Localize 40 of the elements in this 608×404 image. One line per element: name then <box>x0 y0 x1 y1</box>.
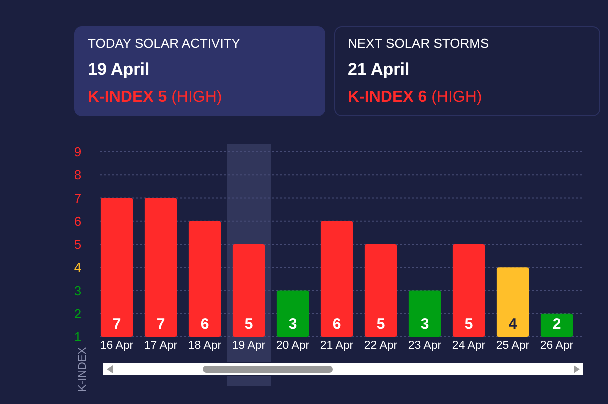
x-tick-label: 16 Apr <box>100 340 134 352</box>
text: 19 April <box>88 60 150 79</box>
text: 21 April <box>348 60 410 79</box>
x-tick-label: 24 Apr <box>452 340 486 352</box>
data-label: 4 <box>508 316 518 333</box>
x-tick-label: 26 Apr <box>540 340 574 352</box>
y-tick-label: 3 <box>74 283 82 298</box>
y-tick-label: 7 <box>74 190 82 206</box>
x-tick-label: 23 Apr <box>408 340 442 352</box>
y-tick-label: 4 <box>74 260 82 276</box>
text: (HIGH) <box>427 89 482 106</box>
text: K-INDEX 6 <box>348 89 428 106</box>
x-tick-label: 18 Apr <box>188 340 222 352</box>
text: NEXT SOLAR STORMS <box>348 36 490 51</box>
data-label: 7 <box>112 316 122 333</box>
data-label: 6 <box>332 316 342 333</box>
data-label: 5 <box>464 316 474 333</box>
data-label: 7 <box>156 316 166 333</box>
data-label: 5 <box>244 316 254 333</box>
data-label: 5 <box>376 316 386 333</box>
y-tick-label: 2 <box>74 306 82 322</box>
y-tick-label: 6 <box>74 214 82 229</box>
x-tick-label: 19 Apr <box>232 340 266 352</box>
y-axis-title: K-INDEX <box>77 346 89 392</box>
x-tick-label: 25 Apr <box>496 340 530 352</box>
y-tick-label: 1 <box>74 330 82 345</box>
data-label: 3 <box>288 316 298 333</box>
x-tick-label: 22 Apr <box>364 340 398 352</box>
data-label: 6 <box>200 316 210 333</box>
text: TODAY SOLAR ACTIVITY <box>88 36 241 51</box>
x-tick-label: 17 Apr <box>144 340 178 352</box>
data-label: 3 <box>420 316 430 333</box>
x-tick-label: 21 Apr <box>320 340 354 352</box>
x-tick-label: 20 Apr <box>276 340 310 352</box>
y-tick-label: 5 <box>74 237 82 252</box>
text: (HIGH) <box>167 89 222 106</box>
y-tick-label: 8 <box>74 168 82 183</box>
data-label: 2 <box>552 316 562 333</box>
y-tick-label: 9 <box>74 144 82 160</box>
text: K-INDEX 5 <box>88 89 168 106</box>
